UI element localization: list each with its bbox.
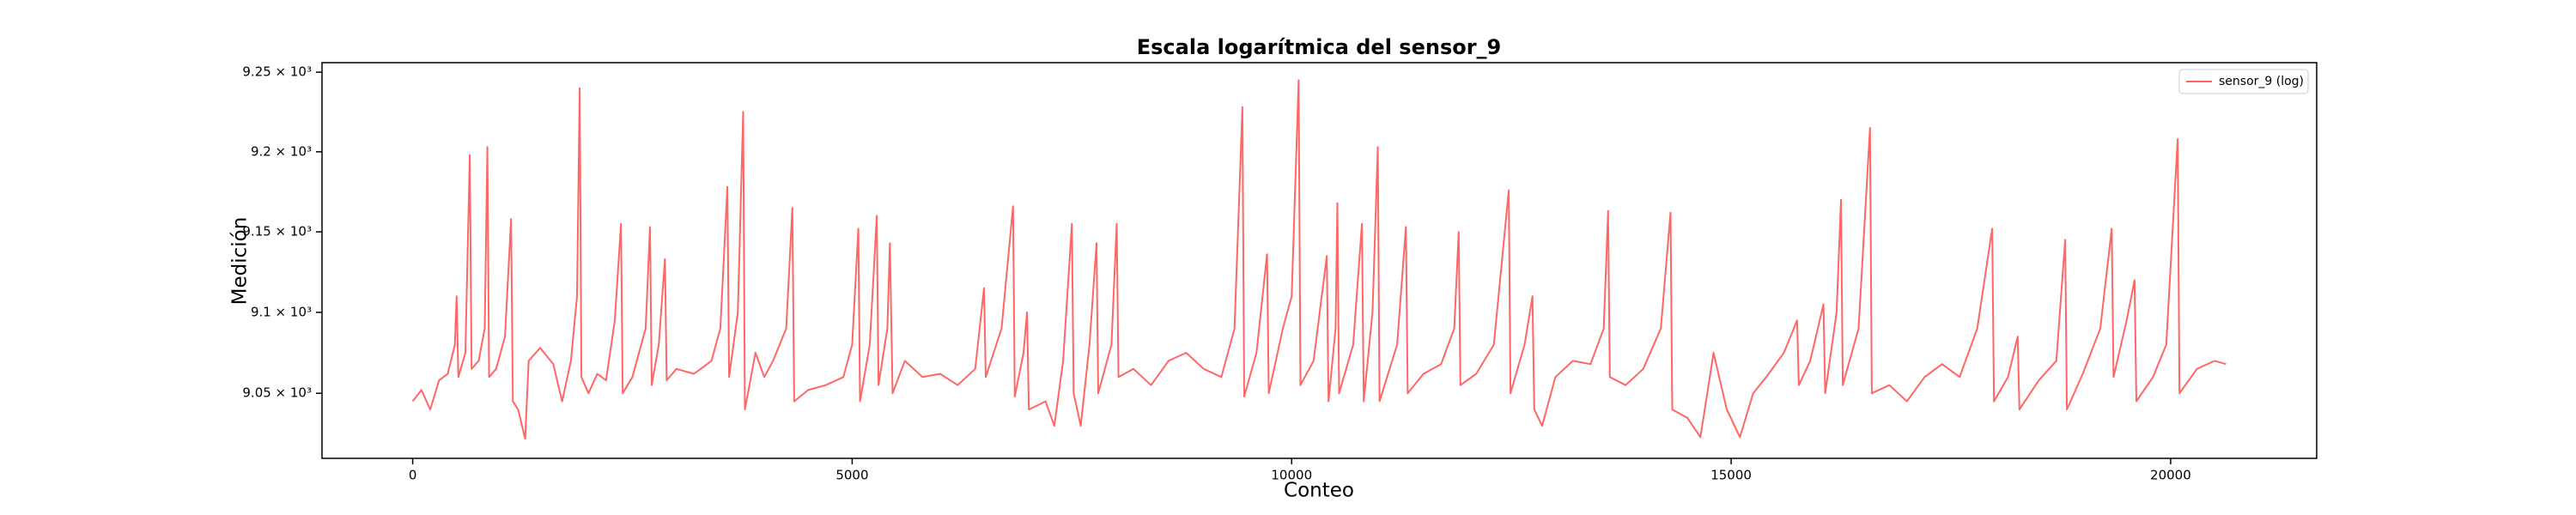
y-axis-label: Medición bbox=[229, 217, 252, 306]
x-tick-label: 10000 bbox=[1271, 468, 1312, 483]
y-tick-label: 9.15 × 10³ bbox=[242, 224, 312, 239]
y-tick-label: 9.2 × 10³ bbox=[251, 143, 312, 159]
x-tick-label: 15000 bbox=[1710, 468, 1752, 483]
x-axis-label: Conteo bbox=[1284, 480, 1354, 502]
chart-title: Escala logarítmica del sensor_9 bbox=[1137, 35, 1502, 59]
x-tick-label: 20000 bbox=[2150, 468, 2191, 483]
legend-box bbox=[2178, 69, 2309, 94]
y-tick-label: 9.05 × 10³ bbox=[242, 385, 312, 401]
y-tick-label: 9.25 × 10³ bbox=[242, 64, 312, 80]
x-tick-label: 0 bbox=[409, 468, 417, 483]
legend: sensor_9 (log) bbox=[2178, 69, 2309, 94]
legend-label: sensor_9 (log) bbox=[2219, 75, 2304, 88]
x-tick-label: 5000 bbox=[835, 468, 868, 483]
plot-frame bbox=[321, 62, 2318, 459]
y-tick-label: 9.1 × 10³ bbox=[251, 304, 312, 319]
data-line bbox=[411, 79, 2227, 440]
